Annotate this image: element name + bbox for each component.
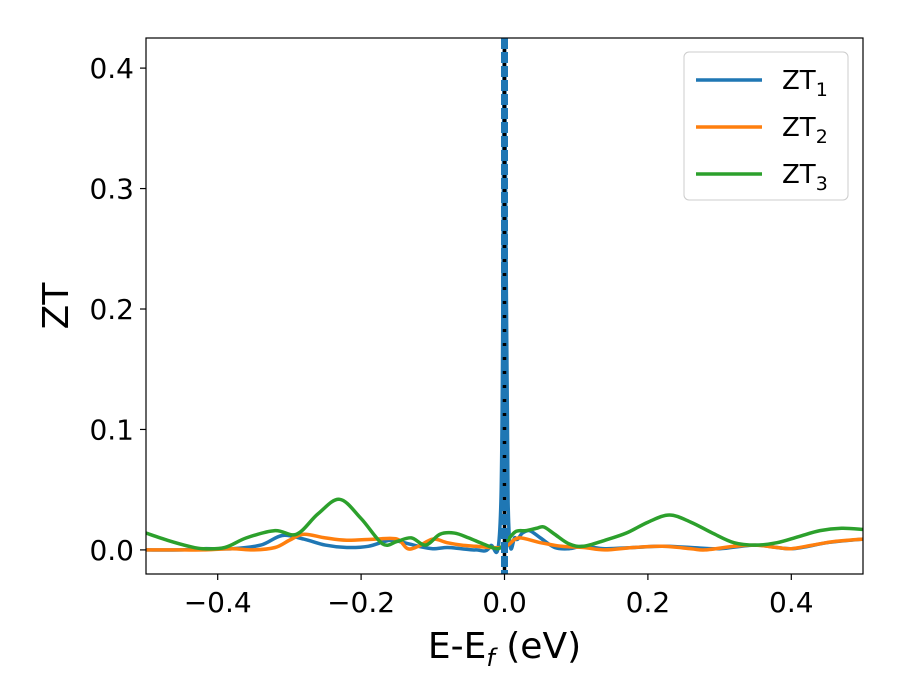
x-tick-label: 0.4 [769, 586, 814, 619]
legend: ZT1 ZT2 ZT3 [683, 51, 849, 201]
legend-box [683, 51, 849, 201]
legend-label-zt2: ZT2 [782, 113, 828, 148]
x-axis-label-main: E-E [428, 626, 486, 667]
y-tick-label: 0.3 [89, 173, 134, 206]
x-tick-label: −0.4 [184, 586, 252, 619]
x-tick-label: −0.2 [327, 586, 395, 619]
x-axis-label-unit: (eV) [495, 626, 581, 667]
legend-label-zt1: ZT1 [782, 66, 828, 101]
legend-label-zt3: ZT3 [782, 160, 828, 195]
y-tick-label: 0.1 [89, 413, 134, 446]
y-axis: 0.0 0.1 0.2 0.3 0.4 [89, 52, 146, 567]
y-tick-label: 0.0 [89, 534, 134, 567]
series-layer [146, 38, 863, 574]
y-tick-label: 0.2 [89, 293, 134, 326]
x-axis-title: E-Ef (eV) [428, 626, 581, 672]
x-tick-label: 0.2 [626, 586, 671, 619]
x-tick-label: 0.0 [482, 586, 527, 619]
y-tick-label: 0.4 [89, 52, 134, 85]
x-axis: −0.4 −0.2 0.0 0.2 0.4 [184, 574, 814, 619]
y-axis-title: ZT [36, 282, 77, 330]
